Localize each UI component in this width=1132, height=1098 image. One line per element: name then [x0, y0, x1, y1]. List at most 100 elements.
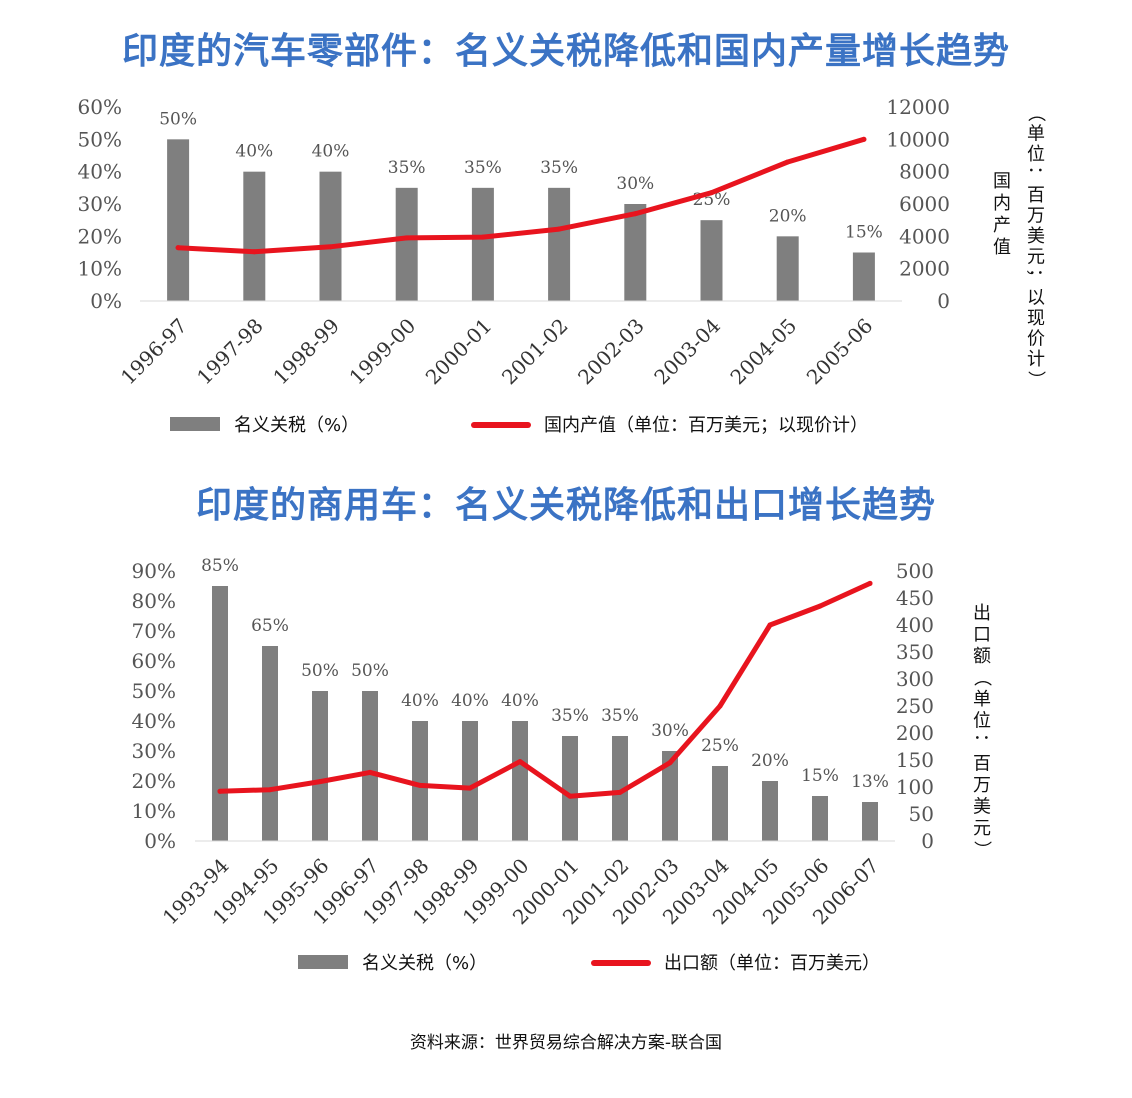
line-series-point [867, 580, 873, 586]
right-axis-tick-label: 10000 [886, 127, 950, 151]
right-axis-tick-label: 12000 [886, 95, 950, 119]
line-series-point [617, 789, 623, 795]
tariff-data-label: 30% [651, 721, 689, 741]
tariff-bar [624, 204, 647, 301]
line-series-point [556, 226, 562, 232]
auto-parts-chart: 0% 10% 20% 30% 40% 50% 60% 0 2000 4000 6000 8000 100… [78, 95, 1046, 436]
line-series-point [417, 782, 423, 788]
left-axis-tick-label: 80% [132, 589, 176, 613]
right-axis-tick-label: 6000 [899, 192, 950, 216]
left-axis-tick-label: 40% [78, 160, 122, 184]
right-axis-title-char: 值 [993, 237, 1011, 258]
tariff-bar [562, 736, 578, 841]
right-axis-title-char: 百 [973, 754, 991, 775]
line-series-point [267, 787, 273, 793]
tariff-data-label: 35% [540, 158, 578, 178]
category-tick-label: 1998-99 [268, 314, 344, 390]
right-axis-tick-label: 2000 [899, 257, 950, 281]
right-axis-note-char: 万 [1027, 206, 1045, 227]
tariff-bar [243, 171, 266, 301]
tariff-data-label: 20% [769, 206, 807, 226]
tariff-bar [362, 691, 378, 841]
tariff-data-label: 40% [501, 691, 539, 711]
chart-title-commercial-vehicles: 印度的商用车：名义关税降低和出口增长趋势 [195, 485, 936, 526]
line-series-point [632, 211, 638, 217]
tariff-bar [262, 646, 278, 841]
right-axis-tick-label: 50 [909, 802, 934, 826]
right-axis-title-char: 美 [973, 797, 991, 818]
tariff-data-label: 35% [551, 706, 589, 726]
legend-swatch-bar [170, 417, 220, 431]
legend-label-bar: 名义关税（%） [362, 953, 487, 974]
tariff-data-label: 15% [845, 223, 883, 243]
line-series-point [709, 190, 714, 196]
tariff-data-label: 35% [388, 158, 426, 178]
line-series-point [667, 760, 673, 766]
tariff-data-label: 50% [301, 661, 339, 681]
tariff-data-label: 50% [159, 109, 197, 129]
tariff-bar [712, 766, 728, 841]
legend-swatch-bar [298, 955, 348, 969]
tariff-data-label: 40% [312, 142, 350, 162]
left-axis-tick-label: 0% [144, 829, 176, 853]
tariff-data-label: 20% [751, 751, 789, 771]
left-axis-tick-label: 60% [78, 95, 122, 119]
line-series-point [717, 703, 723, 709]
left-axis-tick-label: 50% [78, 127, 122, 151]
line-series-path [217, 580, 873, 799]
category-tick-label: 2001-02 [497, 314, 573, 390]
tariff-data-label: 50% [351, 661, 389, 681]
right-axis-tick-label: 450 [896, 586, 934, 610]
line-series-point [317, 779, 323, 785]
chart-title-auto-parts: 印度的汽车零部件：名义关税降低和国内产量增长趋势 [121, 31, 1010, 72]
legend-label-line: 国内产值（单位：百万美元；以现价计） [544, 415, 868, 436]
left-axis-tick-label: 30% [132, 739, 176, 763]
tariff-bar [319, 171, 342, 301]
line-series-point [767, 622, 773, 628]
tariff-data-label: 13% [851, 772, 889, 792]
tariff-data-label: 35% [601, 706, 639, 726]
tariff-bar [312, 691, 328, 841]
tariff-bar [412, 721, 428, 841]
tariff-bar [548, 187, 571, 301]
line-series-path [175, 136, 867, 255]
tariff-data-label: 40% [401, 691, 439, 711]
right-axis-title-char: 额 [973, 646, 991, 667]
tariff-bar [167, 139, 190, 301]
tariff-data-label: 25% [701, 736, 739, 756]
tariff-bar [776, 236, 799, 301]
right-axis-note-char: 位 [1027, 144, 1045, 165]
right-axis-title-char: 产 [993, 215, 1011, 236]
right-axis-title-char: 内 [993, 193, 1011, 214]
right-axis-title-char: 口 [973, 625, 991, 646]
right-axis-tick-label: 400 [896, 613, 934, 637]
right-axis-title-char: 单 [973, 689, 991, 710]
left-axis-tick-label: 40% [132, 709, 176, 733]
left-axis-tick-label: 20% [78, 224, 122, 248]
right-axis-tick-label: 100 [896, 775, 934, 799]
tariff-bar [471, 187, 494, 301]
line-series-point [567, 793, 573, 799]
right-axis-note-char: 元 [1027, 247, 1045, 268]
line-series-point [328, 244, 333, 250]
category-tick-label: 2000-01 [421, 314, 497, 390]
tariff-data-label: 15% [801, 766, 839, 786]
line-series-point [175, 245, 181, 251]
right-axis-note-char: ： [1025, 166, 1046, 184]
right-axis-tick-label: 300 [896, 667, 934, 691]
category-tick-label: 2004-05 [725, 314, 801, 390]
line-series-point [785, 159, 791, 165]
tariff-bar [212, 586, 228, 841]
right-axis-note-char: 美 [1027, 226, 1045, 247]
line-series-point [404, 235, 410, 241]
right-axis-title-char: 万 [973, 775, 991, 796]
right-axis-note-char: ； [1025, 268, 1046, 286]
left-axis-tick-label: 60% [132, 649, 176, 673]
category-tick-label: 2005-06 [802, 314, 878, 390]
right-axis-title-char: 出 [973, 603, 991, 624]
legend-label-line: 出口额（单位：百万美元） [664, 953, 880, 974]
tariff-data-label: 30% [616, 174, 654, 194]
right-axis-title-char: 元 [973, 818, 991, 839]
right-axis-title-char: 国 [993, 171, 1011, 192]
right-axis-title-char: ： [971, 733, 992, 751]
